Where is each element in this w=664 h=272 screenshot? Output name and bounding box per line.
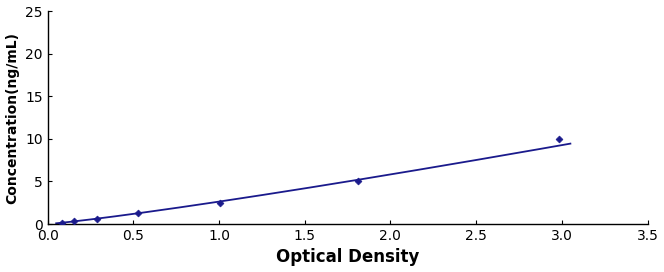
X-axis label: Optical Density: Optical Density	[276, 248, 419, 267]
Y-axis label: Concentration(ng/mL): Concentration(ng/mL)	[5, 32, 19, 203]
